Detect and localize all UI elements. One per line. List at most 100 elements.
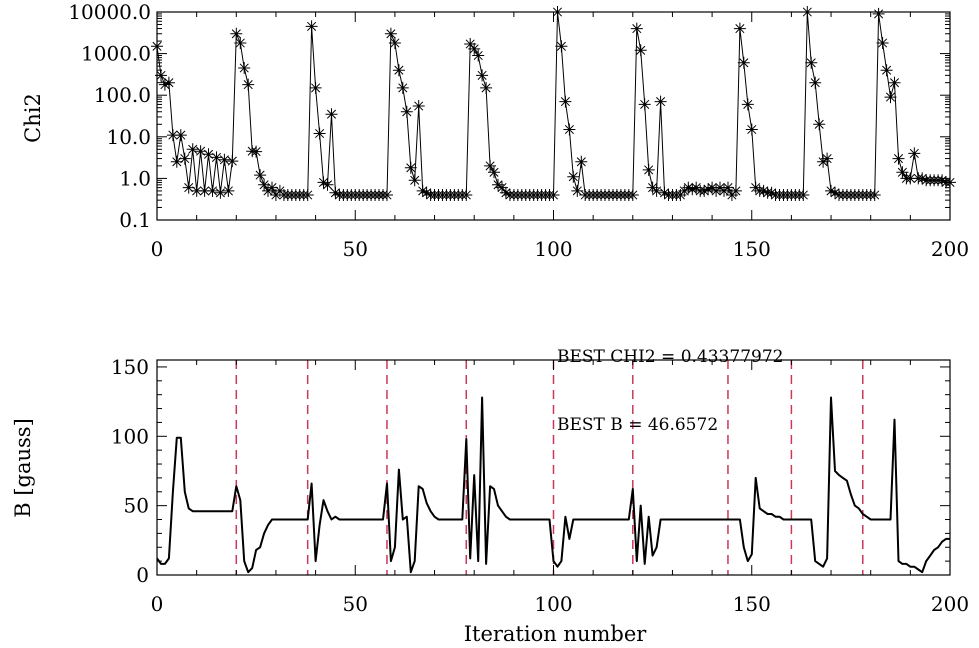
b-y-tick-label: 150 xyxy=(111,355,149,379)
chi2-point xyxy=(868,189,881,201)
chi2-point xyxy=(892,152,905,165)
chi2-point xyxy=(317,176,330,189)
restart-lines xyxy=(235,360,864,575)
chi2-point xyxy=(638,98,651,111)
b-y-tick-label: 0 xyxy=(136,563,149,587)
chi2-point xyxy=(329,186,342,199)
chi2-point xyxy=(226,155,239,168)
chi2-point xyxy=(420,186,433,199)
chi2-point xyxy=(559,95,572,108)
b-field-axes: 0 50 100 150 200 0 50 100 150 xyxy=(111,355,969,616)
b-x-tick-label: 0 xyxy=(151,592,164,616)
chi2-point xyxy=(460,189,473,201)
chi2-y-tick-label: 10000.0 xyxy=(68,0,151,24)
chi2-point xyxy=(567,170,580,183)
chi2-point xyxy=(654,95,667,108)
chi2-point xyxy=(658,186,671,199)
chi2-point xyxy=(575,155,588,168)
chi2-point xyxy=(729,184,742,197)
chi2-point xyxy=(872,7,885,20)
chi2-point xyxy=(174,129,187,142)
best-chi2-annotation: BEST CHI2 = 0.43377972 xyxy=(557,347,783,367)
chi2-point xyxy=(722,181,734,194)
best-b-annotation: BEST B = 46.6572 xyxy=(557,415,718,435)
chi2-y-tick-label: 1.0 xyxy=(119,166,151,190)
chi2-point xyxy=(916,172,929,185)
chi2-point xyxy=(480,81,493,94)
chi2-point xyxy=(305,20,318,33)
b-y-axis-label: B [gauss] xyxy=(11,418,35,518)
chi2-point xyxy=(158,78,171,91)
chi2-point xyxy=(250,145,263,158)
chi2-point xyxy=(214,186,227,199)
chi2-point xyxy=(472,49,485,62)
chi2-point xyxy=(254,169,267,182)
chi2-point xyxy=(325,108,338,121)
chi2-point xyxy=(805,56,818,69)
chi2-point xyxy=(904,172,917,185)
chi2-point xyxy=(381,189,393,201)
chi2-point xyxy=(301,189,314,201)
b-y-tick-label: 100 xyxy=(111,424,149,448)
chi2-point xyxy=(222,184,235,197)
chi2-point xyxy=(496,181,508,194)
b-field-series xyxy=(156,396,950,574)
b-x-tick-label: 100 xyxy=(534,592,572,616)
chi2-point xyxy=(686,183,699,196)
b-field-panel: 0 50 100 150 200 0 50 100 150 B [gauss] Iteratio… xyxy=(11,347,969,646)
chi2-point xyxy=(555,40,568,53)
chi2-point xyxy=(238,62,251,74)
chi2-point xyxy=(880,64,893,77)
chi2-point xyxy=(698,184,711,197)
chi2-point xyxy=(186,143,199,156)
chi2-point xyxy=(634,44,647,57)
chi2-point xyxy=(809,76,822,89)
chi2-point xyxy=(817,155,830,168)
chi2-point xyxy=(896,166,909,179)
chi2-point xyxy=(682,181,695,194)
chi2-point xyxy=(412,100,425,112)
chi2-point xyxy=(408,174,421,187)
chi2-point xyxy=(170,155,183,168)
chi2-point xyxy=(404,161,417,174)
chi2-point xyxy=(202,148,215,161)
chi2-point xyxy=(650,184,663,197)
chi2-y-tick-label: 100.0 xyxy=(94,83,151,107)
chi2-point xyxy=(702,183,715,196)
chi2-y-axis-label: Chi2 xyxy=(21,93,45,143)
chi2-series xyxy=(151,6,956,201)
chi2-point xyxy=(888,76,901,89)
chi2-point xyxy=(745,123,758,136)
chi2-point xyxy=(571,184,584,197)
chi2-point xyxy=(384,27,397,40)
chi2-point xyxy=(492,178,504,191)
chi2-y-tick-label: 1000.0 xyxy=(81,42,151,66)
b-x-tick-label: 200 xyxy=(931,592,969,616)
chi2-point xyxy=(829,186,841,199)
chi2-point xyxy=(499,186,512,199)
chi2-point xyxy=(178,152,191,165)
chi2-point xyxy=(563,123,576,136)
chi2-x-tick-label: 200 xyxy=(931,237,969,261)
chi2-point xyxy=(234,37,247,49)
chi2-point xyxy=(733,22,746,35)
chi2-point xyxy=(321,178,334,191)
chi2-point xyxy=(166,129,179,142)
chi2-point xyxy=(309,81,322,94)
chi2-point xyxy=(765,186,778,199)
chi2-point xyxy=(797,189,810,201)
chi2-point xyxy=(400,105,413,118)
chi2-point xyxy=(162,76,175,89)
chi2-point xyxy=(821,152,834,165)
chi2-y-tick-label: 10.0 xyxy=(106,125,151,149)
chi2-point xyxy=(464,38,477,50)
chi2-point xyxy=(626,189,639,201)
chi2-point xyxy=(210,151,223,164)
chi2-point xyxy=(392,64,405,77)
chi2-x-tick-label: 0 xyxy=(151,237,164,261)
chi2-point xyxy=(182,181,195,194)
chi2-line xyxy=(156,11,950,196)
chi2-point xyxy=(484,159,497,172)
chi2-point xyxy=(476,69,489,82)
